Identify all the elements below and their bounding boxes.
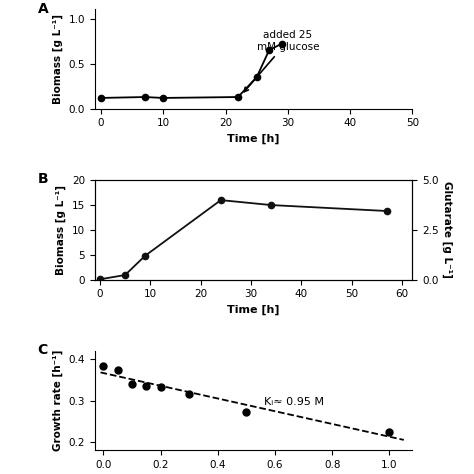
Y-axis label: Biomass [g L⁻¹]: Biomass [g L⁻¹]	[53, 14, 63, 104]
Text: A: A	[37, 1, 48, 16]
Text: added 25
mM glucose: added 25 mM glucose	[244, 30, 319, 91]
Text: B: B	[37, 173, 48, 186]
Y-axis label: Growth rate [h⁻¹]: Growth rate [h⁻¹]	[53, 350, 63, 451]
Y-axis label: Glutarate [g L⁻¹]: Glutarate [g L⁻¹]	[442, 182, 453, 278]
X-axis label: Time [h]: Time [h]	[228, 305, 280, 315]
Text: Kᵢ≈ 0.95 M: Kᵢ≈ 0.95 M	[264, 397, 324, 407]
Text: C: C	[37, 343, 48, 357]
Y-axis label: Biomass [g L⁻¹]: Biomass [g L⁻¹]	[56, 185, 66, 275]
X-axis label: Time [h]: Time [h]	[228, 134, 280, 144]
